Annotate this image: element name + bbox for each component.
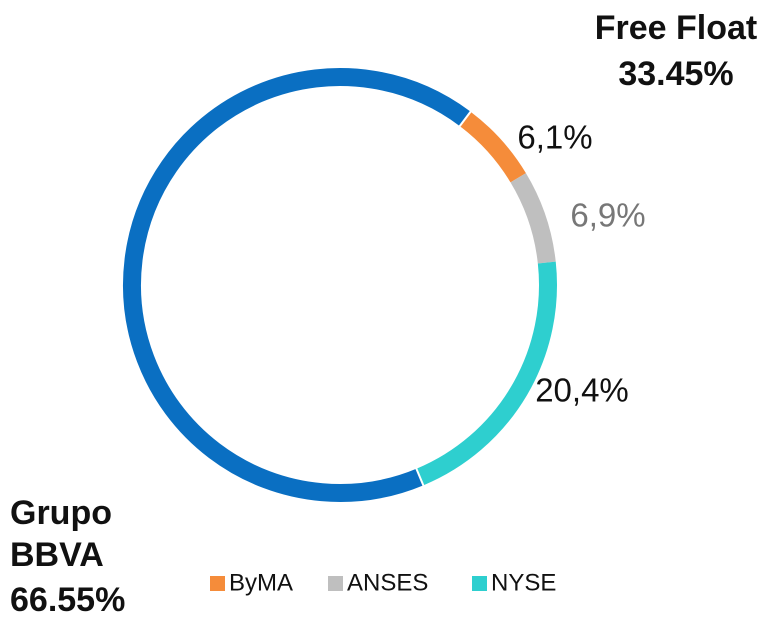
legend-swatch (210, 576, 225, 591)
slice (510, 173, 556, 264)
main-slice (123, 68, 471, 502)
main-value: 66.55% (10, 581, 125, 619)
slice (416, 261, 557, 486)
legend-swatch (472, 576, 487, 591)
legend-swatch (328, 576, 343, 591)
main-label: Grupo (10, 494, 112, 532)
slice (459, 111, 526, 183)
main-label: BBVA (10, 536, 104, 574)
slice-label: 6,9% (570, 197, 645, 234)
legend-label: ANSES (347, 569, 428, 596)
separator (458, 110, 472, 128)
slice-label: 20,4% (535, 372, 629, 409)
slice-label: 6,1% (517, 119, 592, 156)
legend-label: ByMA (229, 569, 293, 596)
free-float-separator (415, 467, 425, 487)
free-float-title: Free Float (595, 9, 757, 47)
legend-label: NYSE (491, 569, 556, 596)
free-float-value: 33.45% (618, 55, 733, 93)
